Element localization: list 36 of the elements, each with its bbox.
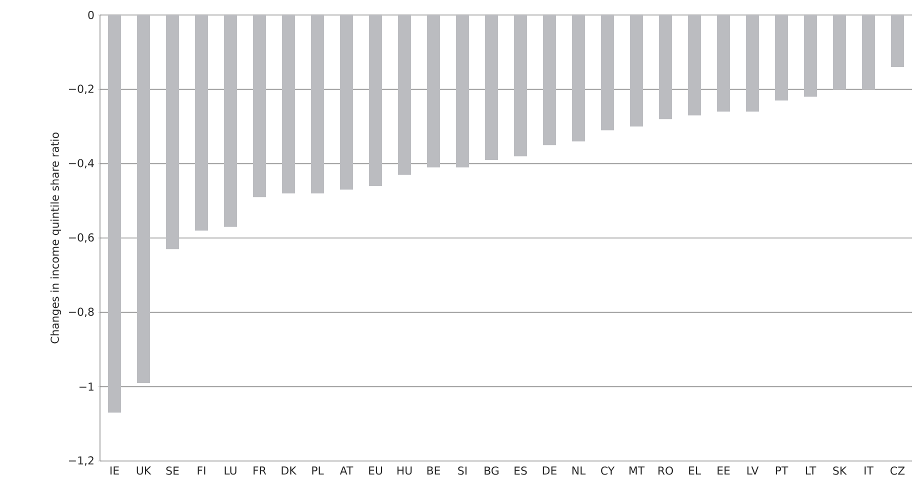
x-tick-label: AT: [340, 466, 354, 474]
x-tick-label: CY: [601, 466, 615, 475]
y-tick-label: −0,8: [69, 308, 94, 318]
x-tick-label: SI: [458, 466, 467, 475]
x-tick-label: PL: [312, 466, 324, 474]
x-tick-label: LT: [806, 466, 816, 474]
x-tick-label: FI: [198, 466, 206, 474]
x-tick-label: BG: [484, 466, 499, 475]
x-tick-label: LU: [224, 466, 236, 475]
x-tick-label: EL: [689, 466, 701, 474]
y-tick-label: 0: [88, 10, 94, 20]
y-tick-label: −1: [79, 382, 94, 391]
x-tick-label: EE: [718, 466, 730, 474]
x-tick-label: IE: [110, 466, 119, 474]
x-tick-label: SK: [833, 466, 847, 475]
x-tick-label: SE: [166, 466, 179, 475]
x-tick-label: RO: [658, 466, 674, 475]
x-tick-label: UK: [136, 466, 152, 475]
x-tick-label: LV: [747, 466, 759, 474]
x-tick-label: HU: [397, 466, 412, 475]
x-tick-label: CZ: [890, 466, 905, 475]
y-tick-label: −0,4: [69, 158, 94, 168]
x-tick-label: MT: [630, 466, 645, 474]
x-tick-label: DE: [542, 466, 556, 474]
y-tick-label: −0,2: [69, 84, 94, 94]
x-tick-label: FR: [254, 466, 266, 474]
x-tick-label: DK: [282, 466, 297, 474]
y-tick-label: −1,2: [69, 456, 94, 466]
y-tick-label: −0,6: [69, 233, 94, 243]
x-tick-label: ES: [514, 466, 527, 475]
x-tick-label: NL: [572, 466, 586, 474]
x-tick-label: PT: [776, 466, 788, 474]
y-axis-title: Changes in income quintile share ratio: [50, 132, 62, 344]
x-tick-label: BE: [427, 466, 440, 474]
x-tick-label: IT: [864, 466, 874, 474]
x-tick-label: EU: [369, 466, 382, 475]
